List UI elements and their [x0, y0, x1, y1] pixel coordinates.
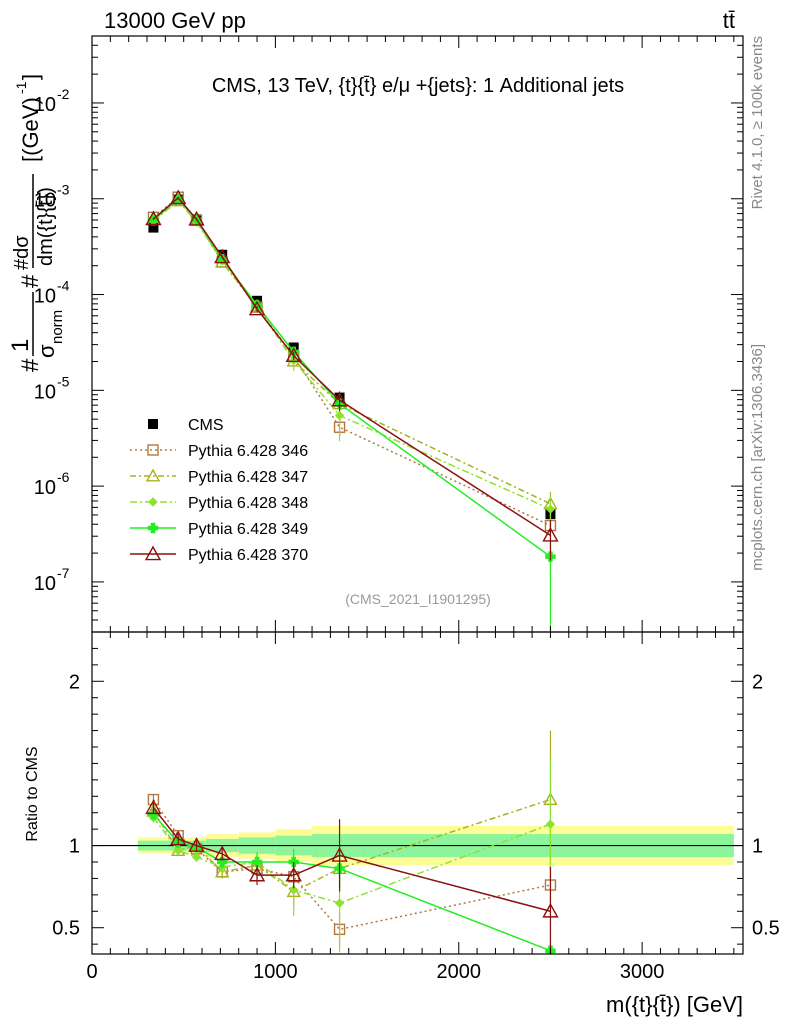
y-tick-exponent: -5 [57, 373, 70, 389]
ratio-point [173, 845, 183, 856]
x-tick-label: 2000 [437, 961, 482, 983]
chart-title: CMS, 13 TeV, {t}{t̄} e/μ +{jets}: 1 Addi… [212, 75, 624, 97]
ylabel-dm: dm({t}{t̄}) [35, 187, 57, 266]
mcplots-label: mcplots.cern.ch [arXiv:1306.3436] [749, 344, 766, 571]
ylabel-sigma: σ [34, 344, 59, 358]
legend-label-cms: CMS [188, 417, 224, 434]
main-point [214, 248, 231, 264]
main-series-line [152, 196, 551, 537]
main-point [334, 410, 345, 421]
y-tick-exponent: -2 [57, 86, 70, 102]
ratio-point [169, 830, 187, 846]
y-tick-exponent: -3 [57, 182, 70, 198]
ratio-point [148, 809, 159, 820]
ylabel-unit-exp: -1 [13, 81, 29, 94]
x-axis-label: m({t}{t̄}) [GeV] [606, 992, 743, 1017]
ylabel-prefix-2: # [17, 274, 44, 288]
y-tick-label: 10 [34, 573, 56, 595]
legend-marker [145, 468, 161, 482]
ratio-point [188, 837, 205, 852]
main-point [542, 526, 559, 542]
y-tick-label: 10 [34, 190, 56, 212]
main-point [188, 210, 205, 226]
legend-marker-cms [148, 419, 158, 429]
ylabel-prefix: # [17, 358, 44, 372]
ratio-point [289, 885, 299, 895]
main-frame [91, 35, 744, 633]
ratio-point [334, 898, 345, 908]
y-tick-exponent: -7 [57, 565, 70, 581]
y-tick-label: 10 [34, 94, 56, 116]
main-point [331, 391, 348, 407]
ratio-series-line [152, 798, 551, 893]
legend-label: Pythia 6.428 346 [188, 443, 308, 460]
ratio-point [216, 856, 228, 868]
ratio-point [145, 799, 162, 815]
ylabel-unit-close: ] [18, 74, 43, 80]
ylabel-unit: [(GeV) [18, 97, 43, 162]
y-tick-exponent: -4 [57, 278, 70, 294]
ratio-point [285, 866, 302, 882]
ratio-point [542, 902, 559, 918]
main-series-layer [145, 189, 559, 632]
x-tick-label: 3000 [620, 961, 665, 983]
ratio-point [331, 846, 348, 862]
main-point [285, 347, 302, 363]
ratio-tick-label-right: 2 [752, 671, 763, 693]
ratio-series-line [152, 799, 551, 931]
legend-marker [147, 444, 159, 456]
x-tick-label: 0 [86, 961, 97, 983]
legend-marker [148, 497, 158, 507]
y-axis-label: # 1 σ norm # #dσ dm({t}{t̄}) [(GeV) -1 ] [7, 74, 66, 372]
y-tick-label: 10 [34, 381, 56, 403]
main-point [169, 189, 187, 205]
header-left: 13000 GeV pp [104, 8, 246, 33]
rivet-label: Rivet 4.1.0, ≥ 100k events [749, 36, 766, 209]
ratio-point [191, 852, 202, 862]
legend-marker [144, 545, 162, 561]
ratio-point [251, 856, 263, 868]
x-tick-label: 1000 [253, 961, 298, 983]
ratio-point [545, 819, 556, 829]
ratio-tick-label-left: 0.5 [52, 918, 80, 940]
ratio-point [215, 864, 230, 878]
analysis-tag: (CMS_2021_I1901295) [345, 591, 491, 607]
ratio-y-label: Ratio to CMS [24, 746, 41, 841]
ratio-tick-label-left: 2 [69, 671, 80, 693]
legend: CMS Pythia 6.428 346 Pythia 6.428 347 Pythi… [130, 417, 308, 564]
y-tick-label: 10 [34, 477, 56, 499]
ratio-series-line [152, 807, 551, 913]
main-point [248, 300, 266, 316]
legend-label: Pythia 6.428 370 [188, 547, 308, 564]
ratio-tick-label-left: 1 [69, 836, 80, 858]
ratio-point [214, 845, 231, 861]
legend-label: Pythia 6.428 347 [188, 469, 308, 486]
main-point [545, 504, 556, 514]
header-right: tt̄ [723, 8, 735, 33]
ylabel-one: 1 [7, 339, 34, 352]
legend-label: Pythia 6.428 349 [188, 521, 308, 538]
ratio-tick-label-right: 0.5 [752, 918, 780, 940]
ylabel-dsigma: #dσ [11, 235, 33, 270]
ratio-frame [91, 631, 744, 955]
main-point [145, 210, 162, 226]
cms-data-point [148, 222, 159, 233]
ratio-tick-label-right: 1 [752, 836, 763, 858]
legend-label: Pythia 6.428 348 [188, 495, 308, 512]
ratio-point [248, 866, 266, 882]
y-tick-exponent: -6 [57, 469, 70, 485]
y-tick-label: 10 [34, 286, 56, 308]
ylabel-sigma-sub: norm [49, 310, 66, 344]
legend-marker [147, 522, 159, 534]
